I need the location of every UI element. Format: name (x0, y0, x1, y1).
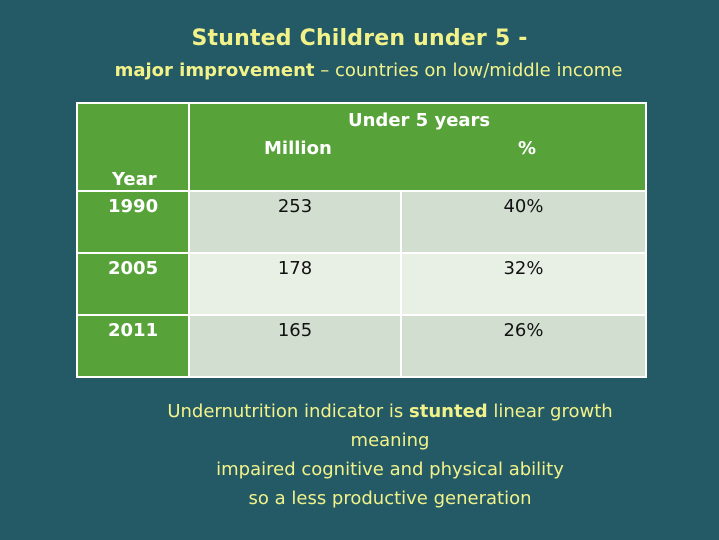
subtitle-bold: major improvement (114, 60, 315, 81)
table-row: 2005 178 32% (76, 252, 647, 316)
million-cell: 253 (188, 190, 402, 254)
stunting-table: Year Under 5 years Million % 1990 253 40… (76, 102, 647, 378)
footer-line-2: meaning (350, 430, 430, 451)
under5-header: Under 5 years (348, 110, 491, 131)
year-header-cell: Year (76, 102, 190, 192)
year-cell: 2011 (76, 314, 190, 378)
million-header: Million (264, 138, 332, 159)
subtitle-rest: – countries on low/middle income (314, 60, 623, 81)
year-cell: 2005 (76, 252, 190, 316)
footer-text: Undernutrition indicator is stunted line… (120, 397, 660, 513)
percent-cell: 26% (400, 314, 647, 378)
percent-cell: 40% (400, 190, 647, 254)
million-cell: 165 (188, 314, 402, 378)
footer-line-3: impaired cognitive and physical ability (216, 459, 564, 480)
table-row: 1990 253 40% (76, 190, 647, 254)
footer-line-1-bold: stunted (409, 401, 488, 422)
slide-subtitle: major improvement – countries on low/mid… (0, 60, 719, 81)
year-header: Year (112, 169, 157, 190)
table-row: 2011 165 26% (76, 314, 647, 378)
million-cell: 178 (188, 252, 402, 316)
percent-header: % (518, 138, 537, 159)
year-cell: 1990 (76, 190, 190, 254)
slide-title: Stunted Children under 5 - (191, 26, 528, 51)
footer-line-1-post: linear growth (487, 401, 613, 422)
footer-line-1-pre: Undernutrition indicator is (167, 401, 410, 422)
percent-cell: 32% (400, 252, 647, 316)
footer-line-1: Undernutrition indicator is stunted line… (120, 397, 660, 426)
footer-line-4: so a less productive generation (248, 488, 532, 509)
under5-header-cell: Under 5 years Million % (188, 102, 647, 192)
